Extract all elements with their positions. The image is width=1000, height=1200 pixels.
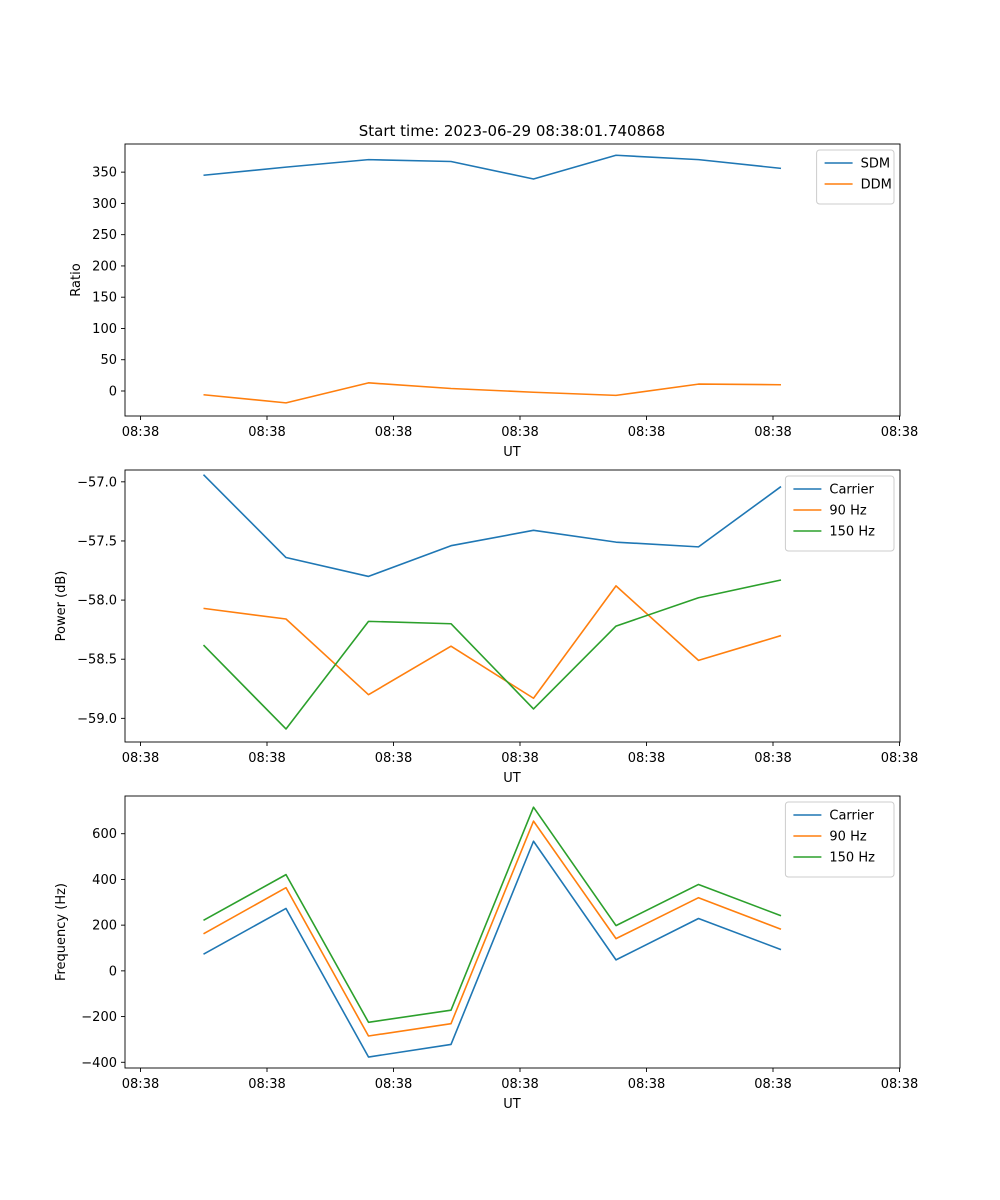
y-tick-label: 600	[92, 827, 117, 842]
y-tick-label: 0	[109, 964, 117, 979]
x-tick-label: 08:38	[501, 1077, 538, 1092]
subplot-3: −400 −200 0 200 400 600 08:38 08:38 08:38 08:38 08…	[54, 795, 918, 1112]
series-line-90-hz	[203, 820, 782, 1037]
x-tick-label: 08:38	[628, 425, 665, 440]
y-tick-label: −58.0	[77, 594, 117, 609]
x-tick-label: 08:38	[881, 425, 918, 440]
x-tick-label: 08:38	[248, 751, 285, 766]
x-tick-label: 08:38	[628, 751, 665, 766]
legend-label: Carrier	[829, 809, 874, 824]
axes-frame	[124, 143, 901, 417]
series-line-sdm	[203, 154, 782, 180]
legend-box	[784, 801, 895, 878]
x-tick-label: 08:38	[881, 1077, 918, 1092]
axes-frame	[124, 795, 901, 1069]
y-tick-label: 250	[92, 228, 117, 243]
x-tick-label: 08:38	[628, 1077, 665, 1092]
y-axis-label: Power (dB)	[54, 571, 69, 642]
y-tick-label: −400	[81, 1056, 117, 1071]
x-tick-label: 08:38	[122, 751, 159, 766]
series-line-carrier	[202, 474, 782, 578]
legend-label: SDM	[861, 157, 890, 172]
y-tick-label: 300	[92, 197, 117, 212]
x-axis-label: UT	[503, 771, 521, 786]
y-tick-label: 400	[92, 873, 117, 888]
legend-label: 150 Hz	[829, 525, 875, 540]
y-tick-label: −200	[81, 1010, 117, 1025]
x-axis-label: UT	[503, 445, 521, 460]
y-tick-label: 200	[92, 919, 117, 934]
legend-label: DDM	[861, 178, 892, 193]
x-tick-label: 08:38	[122, 425, 159, 440]
x-tick-label: 08:38	[248, 425, 285, 440]
y-tick-label: 150	[92, 291, 117, 306]
y-tick-label: −58.5	[77, 653, 117, 668]
legend-label: 90 Hz	[829, 830, 866, 845]
y-tick-label: −59.0	[77, 712, 117, 727]
y-tick-label: 350	[92, 166, 117, 181]
series-line-90-hz	[203, 585, 782, 700]
x-tick-label: 08:38	[122, 1077, 159, 1092]
y-tick-label: 100	[92, 322, 117, 337]
legend-label: 150 Hz	[829, 851, 875, 866]
legend: SDM DDM	[816, 149, 895, 205]
y-axis-label: Ratio	[69, 263, 84, 296]
x-tick-label: 08:38	[248, 1077, 285, 1092]
series-line-150-hz	[203, 806, 782, 1024]
y-tick-label: 0	[109, 384, 117, 399]
x-axis-label: UT	[503, 1097, 521, 1112]
axes-frame	[124, 469, 901, 743]
y-tick-label: 200	[92, 259, 117, 274]
subplot-2: −59.0 −58.5 −58.0 −57.5 −57.0 08:38 08:38 08:38…	[54, 469, 918, 786]
figure-title: Start time: 2023-06-29 08:38:01.740868	[359, 122, 665, 140]
legend-label: Carrier	[829, 483, 874, 498]
series-line-150-hz	[202, 579, 782, 730]
y-tick-label: 50	[100, 353, 117, 368]
x-tick-label: 08:38	[375, 1077, 412, 1092]
subplot-1: 0 50 100 150 200 250 300 350 08:38 08:38 08:38 08:3…	[69, 143, 918, 460]
x-tick-label: 08:38	[881, 751, 918, 766]
y-tick-label: −57.5	[77, 534, 117, 549]
y-axis-label: Frequency (Hz)	[54, 883, 69, 981]
y-tick-label: −57.0	[77, 475, 117, 490]
legend: Carrier 90 Hz 150 Hz	[784, 475, 895, 552]
x-tick-label: 08:38	[501, 751, 538, 766]
x-tick-label: 08:38	[754, 751, 791, 766]
x-tick-label: 08:38	[754, 1077, 791, 1092]
series-line-carrier	[203, 840, 782, 1058]
x-tick-label: 08:38	[754, 425, 791, 440]
legend-label: 90 Hz	[829, 504, 866, 519]
x-tick-label: 08:38	[501, 425, 538, 440]
legend: Carrier 90 Hz 150 Hz	[784, 801, 895, 878]
legend-box	[784, 475, 895, 552]
series-line-ddm	[203, 382, 782, 404]
x-tick-label: 08:38	[375, 425, 412, 440]
x-tick-label: 08:38	[375, 751, 412, 766]
